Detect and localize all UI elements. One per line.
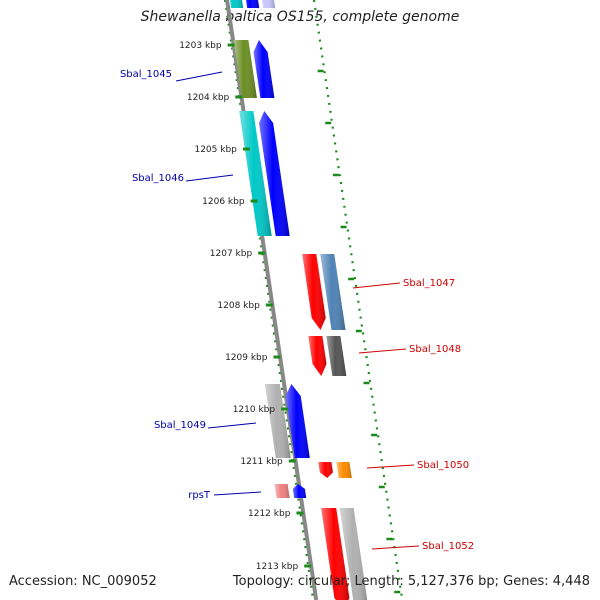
sbal-1048-cog-block-shade [326,336,347,376]
sbal-1045-gene [253,40,275,98]
sbal-1045-leader [175,71,223,82]
feature-blocks [230,0,368,600]
tick-label: 1208 kbp [217,301,260,311]
rpst-leader [213,491,262,496]
tick-label: 1210 kbp [233,405,276,415]
feature-top-lavender [262,0,276,8]
sbal-1049-leader [207,422,257,429]
sbal-1046-cog-block [239,111,272,236]
sbal-1052-gene [321,508,350,600]
sbal-1047-cog-block-shade [320,254,346,330]
sbal-1050-gene-shade [318,462,333,478]
sbal-1045-gene-shade [253,40,275,98]
sbal-1049-gene [285,384,310,458]
sbal-1048-cog-block [326,336,347,376]
sbal-1050-label: Sbal_1050 [417,460,469,471]
sbal-1049-gene-shade [285,384,310,458]
tick-label: 1212 kbp [248,509,291,519]
track-borders [223,0,404,600]
rpst-label: rpsT [188,490,211,501]
labels: 1203 kbp 1204 kbp 1205 kbp 1206 kbp 1207 kbp… [120,41,474,572]
feature-top-cyan-shade [230,0,244,8]
sbal-1052-leader [371,545,420,550]
sbal-1049-cog-block [264,384,291,458]
sbal-1049-label: Sbal_1049 [154,420,206,431]
sbal-1047-cog-block [320,254,346,330]
sbal-1045-label: Sbal_1045 [120,69,172,80]
sbal-1052-cog-block-shade [339,508,368,600]
tick-label: 1209 kbp [225,353,268,363]
sbal-1052-label: Sbal_1052 [422,541,474,552]
sbal-1047-gene [302,254,326,330]
tick-label: 1207 kbp [210,249,253,259]
sbal-1048-label: Sbal_1048 [409,344,461,355]
sbal-1048-gene [308,336,327,376]
sbal-1047-leader [352,282,401,289]
tick-label: 1206 kbp [202,197,245,207]
sbal-1047-gene-shade [302,254,326,330]
tick-marks [227,43,401,594]
tick-label: 1203 kbp [179,41,222,51]
feature-top-blue [246,0,260,8]
tick-label: 1204 kbp [187,93,230,103]
left-track-border [223,0,315,600]
rpst-gene-shade [292,484,307,498]
sbal-1050-cog-block-shade [336,462,352,478]
tick-label: 1205 kbp [194,145,237,155]
sbal-1046-gene-shade [259,111,290,236]
tick-label: 1213 kbp [256,562,299,572]
sbal-1050-cog-block [336,462,352,478]
sbal-1052-cog-block [339,508,368,600]
sbal-1052-gene-shade [321,508,350,600]
sbal-1046-leader [185,174,234,182]
accession-text: Accession: NC_009052 [9,574,157,589]
sbal-1049-cog-block-shade [264,384,291,458]
sbal-1050-leader [366,464,415,469]
feature-top-lavender-shade [262,0,276,8]
right-track-border [312,0,404,600]
feature-top-blue-shade [246,0,260,8]
sbal-1046-label: Sbal_1046 [132,173,184,184]
sbal-1046-cog-block-shade [239,111,272,236]
sbal-1045-cog-block [233,40,257,98]
sbal-1048-gene-shade [308,336,327,376]
label-leaders [175,71,420,550]
sbal-1050-gene [318,462,333,478]
feature-top-cyan [230,0,244,8]
sbal-1045-cog-block-shade [233,40,257,98]
tick-label: 1211 kbp [240,457,283,467]
rpst-gene [292,484,307,498]
topology-text: Topology: circular; Length: 5,127,376 bp… [232,574,590,589]
sbal-1046-gene [259,111,290,236]
sbal-1047-label: Sbal_1047 [403,278,455,289]
rpst-cog-block-shade [274,484,290,498]
genome-title: Shewanella baltica OS155, complete genom… [140,9,460,25]
sbal-1048-leader [358,348,407,354]
rpst-cog-block [274,484,290,498]
